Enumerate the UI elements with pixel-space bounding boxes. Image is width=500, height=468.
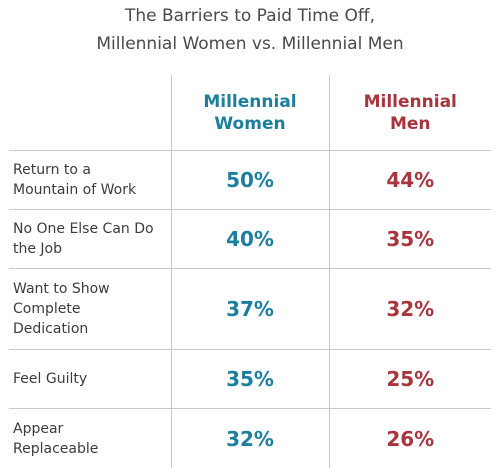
column-header-women-line-1: Millennial [172, 91, 329, 113]
women-value: 35% [171, 350, 329, 409]
chart-title-line-1: The Barriers to Paid Time Off, [0, 2, 500, 30]
barriers-table: Millennial Women Millennial Men Return t… [9, 75, 491, 468]
row-label-show-dedication: Want to Show Complete Dedication [9, 269, 171, 350]
row-label-line: No One Else Can Do [13, 219, 165, 239]
row-label-line: Want to Show [13, 279, 165, 299]
row-label-line: the Job [13, 239, 165, 259]
row-label-line: Replaceable [13, 439, 165, 459]
row-label-line: Appear [13, 419, 165, 439]
row-label-appear-replaceable: Appear Replaceable [9, 409, 171, 468]
row-label-line: Dedication [13, 319, 165, 339]
header-empty-cell [9, 75, 171, 151]
column-header-men-line-1: Millennial [330, 91, 492, 113]
table-row: Appear Replaceable 32% 26% [9, 409, 491, 468]
row-label-return-to-work: Return to a Mountain of Work [9, 151, 171, 210]
women-value: 40% [171, 210, 329, 269]
men-value: 26% [329, 409, 491, 468]
men-value: 25% [329, 350, 491, 409]
table-row: Feel Guilty 35% 25% [9, 350, 491, 409]
column-header-men-line-2: Men [330, 113, 492, 135]
column-header-women-line-2: Women [172, 113, 329, 135]
row-label-no-one-else: No One Else Can Do the Job [9, 210, 171, 269]
women-value: 32% [171, 409, 329, 468]
table-row: Return to a Mountain of Work 50% 44% [9, 151, 491, 210]
row-label-line: Return to a [13, 160, 165, 180]
chart-title: The Barriers to Paid Time Off, Millennia… [0, 0, 500, 58]
column-header-millennial-men: Millennial Men [329, 75, 491, 151]
women-value: 50% [171, 151, 329, 210]
column-header-millennial-women: Millennial Women [171, 75, 329, 151]
women-value: 37% [171, 269, 329, 350]
men-value: 35% [329, 210, 491, 269]
table-row: No One Else Can Do the Job 40% 35% [9, 210, 491, 269]
men-value: 44% [329, 151, 491, 210]
row-label-line: Complete [13, 299, 165, 319]
men-value: 32% [329, 269, 491, 350]
table-header-row: Millennial Women Millennial Men [9, 75, 491, 151]
row-label-feel-guilty: Feel Guilty [9, 350, 171, 409]
table-row: Want to Show Complete Dedication 37% 32% [9, 269, 491, 350]
chart-title-line-2: Millennial Women vs. Millennial Men [0, 30, 500, 58]
row-label-line: Mountain of Work [13, 180, 165, 200]
row-label-line: Feel Guilty [13, 369, 165, 389]
